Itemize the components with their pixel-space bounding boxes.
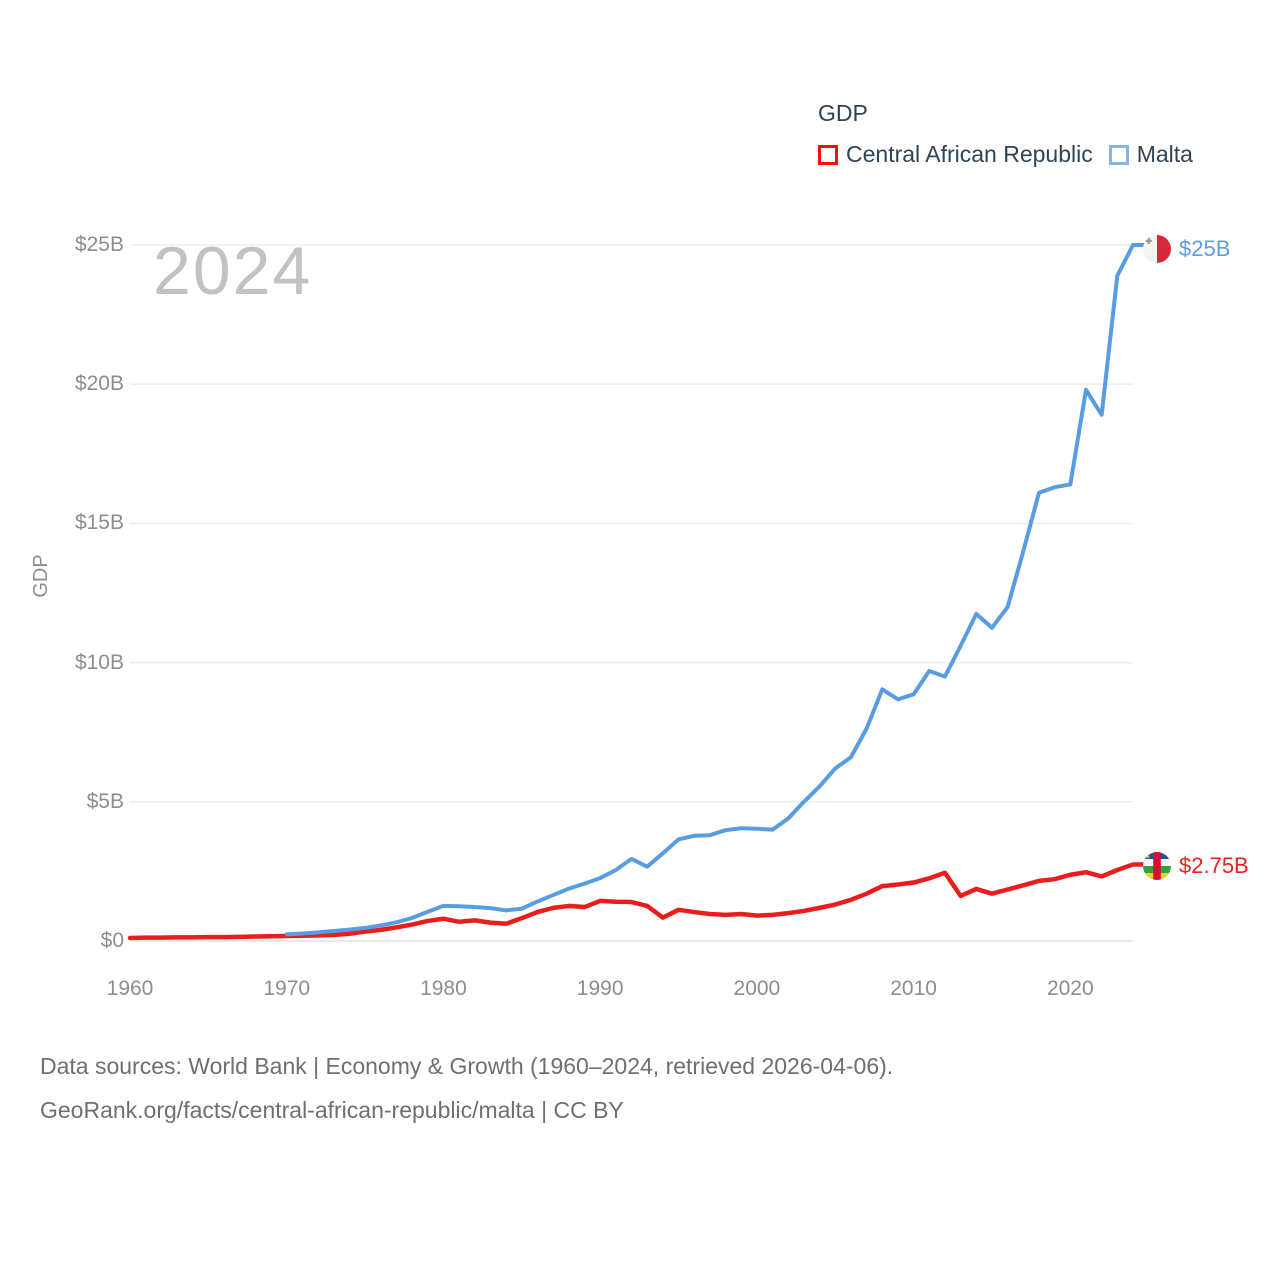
y-tick-20B: $20B xyxy=(74,372,124,396)
y-tick-5B: $5B xyxy=(86,789,124,813)
malta-end-value: $25B xyxy=(1179,236,1231,261)
svg-text:★: ★ xyxy=(1145,854,1150,861)
legend-title: GDP xyxy=(818,100,868,126)
central-african-republic-flag-icon: ★ xyxy=(1143,852,1171,880)
legend-items: Central African Republic Malta xyxy=(818,141,1209,168)
malta-flag-icon xyxy=(1143,235,1171,263)
x-tick-2020: 2020 xyxy=(1046,977,1094,1000)
x-tick-1960: 1960 xyxy=(106,977,154,1000)
legend-swatch xyxy=(1108,144,1129,165)
legend-label: Central African Republic xyxy=(846,141,1093,167)
legend-item-malta[interactable]: Malta xyxy=(1108,141,1193,168)
y-tick-25B: $25B xyxy=(74,233,124,256)
y-axis-title: GDP xyxy=(30,554,52,598)
x-tick-1990: 1990 xyxy=(576,977,624,1000)
central-african-republic-line[interactable] xyxy=(127,862,1149,941)
y-tick-15B: $15B xyxy=(74,511,124,535)
y-tick-0: $0 xyxy=(100,929,124,952)
x-tick-2010: 2010 xyxy=(890,977,937,1000)
malta-line[interactable] xyxy=(284,243,1148,937)
car-end-value: $2.75B xyxy=(1179,853,1249,878)
footer-attribution: GeoRank.org/facts/central-african-republ… xyxy=(40,1097,624,1123)
legend-item-central-african-republic[interactable]: Central African Republic xyxy=(818,141,1093,168)
malta-end-label: $25B xyxy=(1143,235,1230,263)
y-tick-10B: $10B xyxy=(74,650,124,674)
legend: GDP Central African Republic Malta xyxy=(818,100,1209,168)
x-tick-1970: 1970 xyxy=(263,977,311,1000)
legend-label: Malta xyxy=(1136,141,1193,167)
x-tick-2000: 2000 xyxy=(733,977,781,1000)
footer: Data sources: World Bank | Economy & Gro… xyxy=(40,1044,893,1132)
legend-swatch xyxy=(818,144,838,165)
x-tick-1980: 1980 xyxy=(420,977,467,1000)
footer-sources: Data sources: World Bank | Economy & Gro… xyxy=(40,1053,894,1079)
car-end-label: ★ $2.75B xyxy=(1143,852,1249,880)
